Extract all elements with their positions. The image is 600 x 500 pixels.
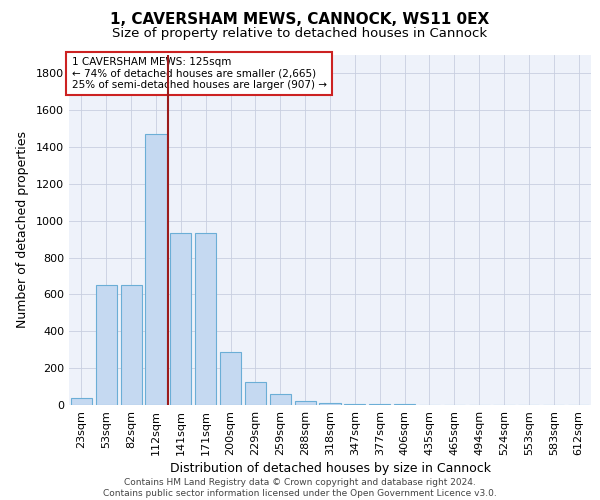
Bar bbox=[369, 404, 390, 405]
Bar bbox=[195, 233, 216, 405]
Bar bbox=[220, 352, 241, 405]
Y-axis label: Number of detached properties: Number of detached properties bbox=[16, 132, 29, 328]
Bar bbox=[71, 398, 92, 405]
Bar bbox=[170, 233, 191, 405]
Bar bbox=[145, 134, 167, 405]
Bar bbox=[121, 286, 142, 405]
Text: Contains HM Land Registry data © Crown copyright and database right 2024.
Contai: Contains HM Land Registry data © Crown c… bbox=[103, 478, 497, 498]
Bar bbox=[394, 404, 415, 405]
Bar bbox=[245, 382, 266, 405]
Bar bbox=[96, 286, 117, 405]
Bar bbox=[295, 401, 316, 405]
Bar bbox=[319, 403, 341, 405]
Bar bbox=[270, 394, 291, 405]
Bar bbox=[344, 404, 365, 405]
Text: 1, CAVERSHAM MEWS, CANNOCK, WS11 0EX: 1, CAVERSHAM MEWS, CANNOCK, WS11 0EX bbox=[110, 12, 490, 28]
Text: Size of property relative to detached houses in Cannock: Size of property relative to detached ho… bbox=[112, 28, 488, 40]
X-axis label: Distribution of detached houses by size in Cannock: Distribution of detached houses by size … bbox=[170, 462, 491, 475]
Text: 1 CAVERSHAM MEWS: 125sqm
← 74% of detached houses are smaller (2,665)
25% of sem: 1 CAVERSHAM MEWS: 125sqm ← 74% of detach… bbox=[71, 57, 326, 90]
